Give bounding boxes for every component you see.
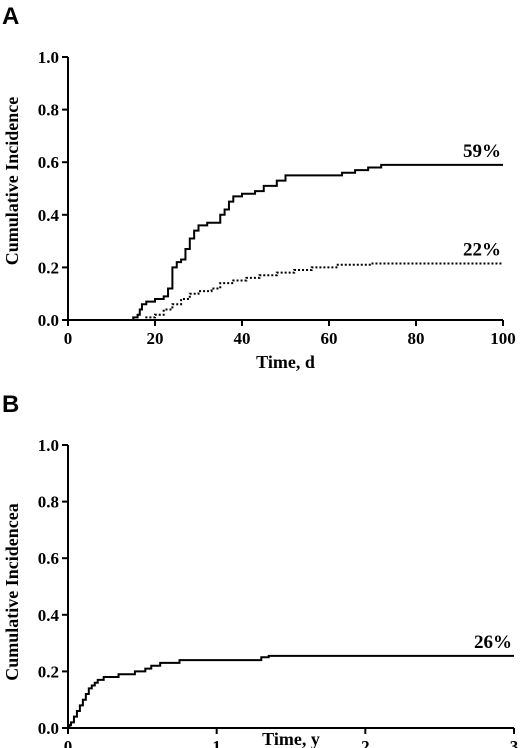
panel-a-y-tick-label: 0.8 [38,101,59,120]
panel-b-x-axis-title: Time, y [262,729,320,748]
panel-a-y-tick-label: 1.0 [38,48,59,67]
panel-a-x-tick-label: 100 [490,329,516,348]
panel-b-series-solid-line [68,654,514,729]
panel-a-y-axis-title: Cumulative Incidence [2,97,22,266]
panel-a-x-tick-label: 40 [234,329,251,348]
panel-b-y-tick-label: 0.0 [38,719,59,738]
panel-a-y-tick-label: 0.2 [38,258,59,277]
panel-a-series-end-label: 22% [463,239,501,260]
panel-a-series-dotted-line [68,262,503,321]
panel-a-letter: A [2,3,19,30]
panel-a-y-tick-label: 0.4 [38,206,60,225]
panel-b-letter: B [2,391,19,418]
panel-a-series-solid-line [68,163,503,321]
panel-b-y-tick-label: 0.2 [38,662,59,681]
panel-b-series-end-label: 26% [474,632,512,653]
panel-b-y-tick-label: 0.4 [38,606,60,625]
panel-b-x-tick-label: 2 [361,737,370,748]
panel-a-y-tick-label: 0.6 [38,153,59,172]
panel-b: B 0.0 0.2 0.4 0.6 0.8 1.0 0 1 2 3 Time, y Cumulativ… [2,391,518,748]
panel-b-x-tick-label: 3 [510,737,519,748]
panel-a-series-end-label: 59% [463,141,501,162]
panel-a-x-tick-label: 60 [321,329,338,348]
panel-a-x-tick-label: 0 [64,329,73,348]
panel-b-y-tick-label: 1.0 [38,436,59,455]
panel-a: A 0.0 0.2 0.4 0.6 0.8 1.0 0 20 40 60 80 100 Time, d C… [2,3,516,372]
panel-a-x-tick-label: 80 [408,329,425,348]
panel-b-y-axis-title: Cumulative Incidencea [2,503,22,681]
panel-a-y-tick-label: 0.0 [38,311,59,330]
panel-b-x-tick-label: 0 [64,737,73,748]
panel-b-y-tick-label: 0.8 [38,493,59,512]
panel-b-x-tick-label: 1 [212,737,221,748]
panel-a-x-axis-title: Time, d [256,352,315,372]
panel-a-x-tick-label: 20 [147,329,164,348]
panel-b-y-tick-label: 0.6 [38,549,59,568]
